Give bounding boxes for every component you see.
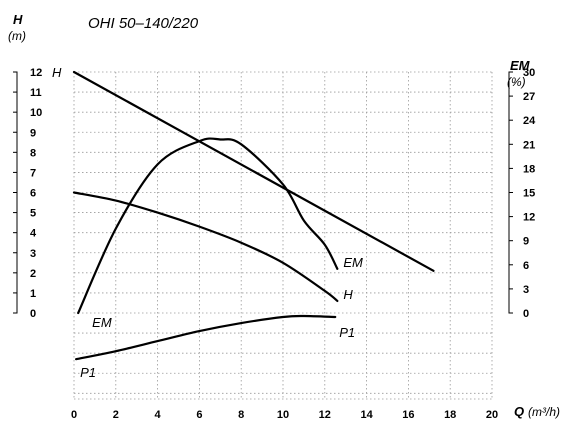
y2-tick-label: 30 (523, 67, 535, 79)
x-tick-label: 10 (277, 409, 289, 421)
y2-tick-label: 21 (523, 139, 535, 151)
x-axis-unit: (m³/h) (528, 405, 560, 419)
x-tick-label: 0 (71, 409, 77, 421)
y-axis-unit: (m) (8, 29, 26, 43)
y-tick-label: 3 (30, 248, 36, 260)
y-tick-label: 9 (30, 127, 36, 139)
x-tick-label: 4 (155, 409, 162, 421)
y-tick-label: 6 (30, 188, 36, 200)
chart-title: OHI 50–140/220 (88, 15, 199, 32)
x-tick-label: 14 (360, 409, 373, 421)
series-line-h (72, 70, 435, 272)
axes: 0 2 4 6 8 10 12 14 16 18 2001234567891011120369121… (13, 67, 536, 421)
y2-tick-label: 18 (523, 163, 535, 175)
y2-tick-label: 0 (523, 308, 529, 320)
x-tick-label: 12 (319, 409, 331, 421)
series-label-em: EM (92, 315, 112, 330)
series-line-em (77, 137, 339, 315)
y2-tick-label: 27 (523, 91, 535, 103)
y2-tick-label: 6 (523, 260, 529, 272)
y2-tick-label: 12 (523, 212, 535, 224)
y-axis-title: H (13, 12, 23, 27)
y2-tick-label: 15 (523, 188, 535, 200)
y-tick-label: 1 (30, 288, 36, 300)
y-tick-label: 5 (30, 208, 36, 220)
x-tick-label: 16 (402, 409, 414, 421)
y-tick-label: 11 (30, 87, 42, 99)
y2-axis-title: EM (510, 58, 531, 73)
y2-tick-label: 3 (523, 284, 529, 296)
y-tick-label: 8 (30, 147, 36, 159)
y-tick-label: 4 (30, 228, 37, 240)
series-label-h: H (343, 287, 353, 302)
labels: H H EM EM P1 P1 (52, 65, 363, 380)
series-label-em: EM (343, 255, 363, 270)
series-label-p1: P1 (339, 325, 355, 340)
series-line-h (72, 191, 339, 303)
x-axis-title: Q (514, 404, 524, 419)
y-tick-label: 2 (30, 268, 36, 280)
y-tick-label: 10 (30, 107, 42, 119)
x-tick-label: 20 (486, 409, 498, 421)
y2-axis-unit: (%) (507, 75, 526, 89)
x-tick-label: 6 (196, 409, 202, 421)
x-tick-label: 2 (113, 409, 119, 421)
y2-tick-label: 9 (523, 236, 529, 248)
x-tick-label: 8 (238, 409, 244, 421)
series-label-p1: P1 (80, 365, 96, 380)
y2-tick-label: 24 (523, 115, 536, 127)
series-line-p1 (74, 314, 337, 361)
grid (73, 71, 493, 400)
x-tick-label: 18 (444, 409, 456, 421)
y-tick-label: 12 (30, 67, 42, 79)
curves (72, 70, 435, 361)
y-tick-label: 7 (30, 167, 36, 179)
y-tick-label: 0 (30, 308, 36, 320)
series-label-h: H (52, 65, 62, 80)
